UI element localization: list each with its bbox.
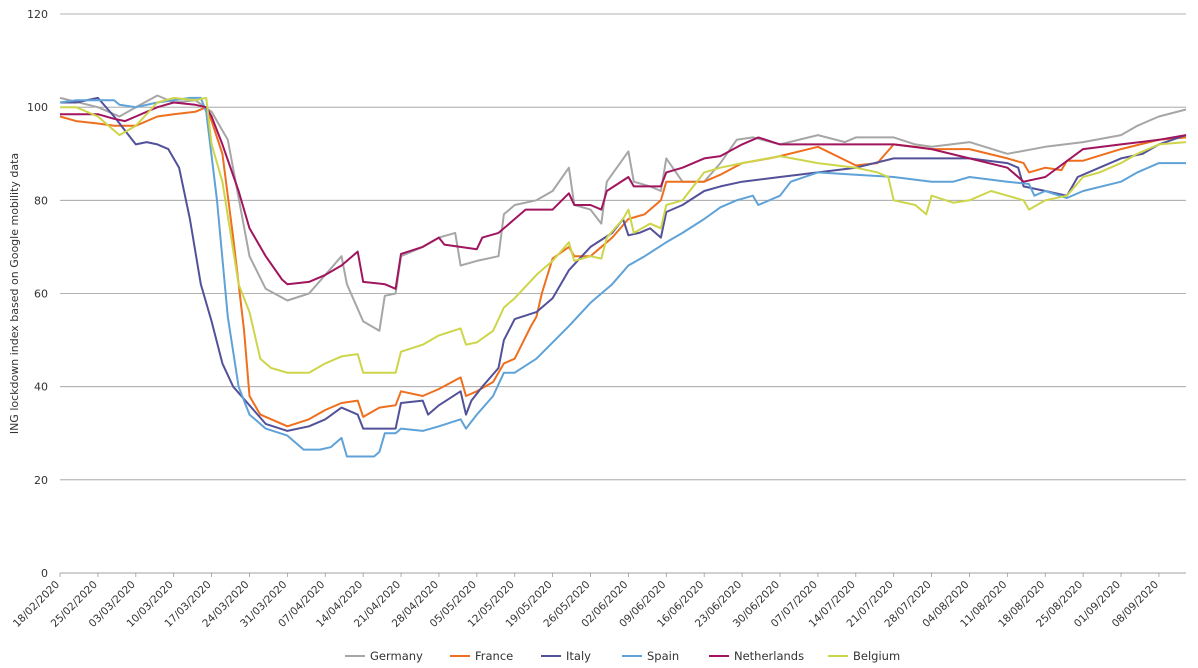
y-tick-label: 100 (27, 101, 48, 114)
y-tick-label: 80 (34, 194, 48, 207)
legend-label: France (475, 649, 513, 663)
legend-label: Spain (647, 649, 679, 663)
y-tick-label: 0 (41, 567, 48, 580)
legend-label: Germany (370, 649, 423, 663)
y-tick-label: 40 (34, 381, 48, 394)
y-axis-ticks: 0 20 40 60 80 100 120 (27, 8, 48, 580)
grid-lines (60, 13, 1186, 574)
series-lines (59, 94, 1187, 458)
series-line-germany (59, 94, 1187, 332)
legend: Germany France Italy Spain Netherlands Belgiu… (345, 649, 900, 663)
x-axis-ticks: 18/02/202025/02/202003/03/202010/03/2020… (11, 572, 1186, 630)
y-tick-label: 60 (34, 288, 48, 301)
legend-label: Netherlands (734, 649, 804, 663)
series-line-italy (60, 96, 1187, 432)
series-line-netherlands (60, 101, 1187, 290)
legend-label: Italy (566, 649, 591, 663)
series-line-belgium (60, 96, 1187, 374)
y-tick-label: 120 (27, 8, 48, 21)
series-line-spain (59, 96, 1186, 458)
legend-label: Belgium (853, 649, 900, 663)
y-tick-label: 20 (34, 474, 48, 487)
y-axis-label: ING lockdown index based on Google mobil… (8, 153, 21, 434)
